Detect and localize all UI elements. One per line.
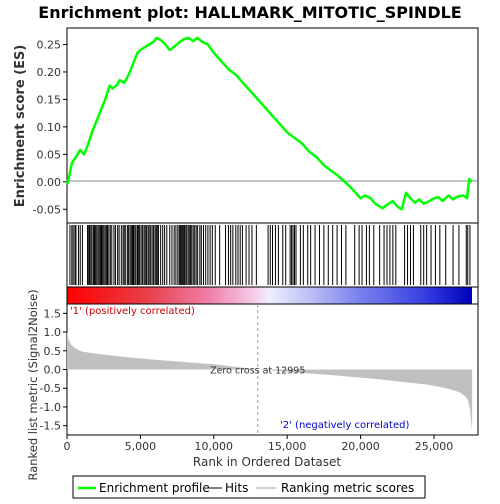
- x-tick-label: 5,000: [125, 440, 157, 453]
- es-y-tick-label: -0.05: [33, 203, 61, 216]
- es-y-axis: 0.25 0.20 0.15 0.10 0.05 0.00 -0.05: [33, 38, 67, 216]
- x-axis: 0 5,000 10,000 15,000 20,000 25,000: [64, 435, 454, 453]
- es-y-tick-label: 0.00: [37, 176, 62, 189]
- es-y-tick-label: 0.05: [37, 148, 62, 161]
- legend-es-label: Enrichment profile: [99, 481, 210, 495]
- x-axis-label: Rank in Ordered Dataset: [193, 455, 341, 469]
- es-panel-frame: [66, 27, 479, 224]
- metric-y-tick-label: -1.0: [40, 401, 61, 414]
- metric-y-tick-label: -1.5: [40, 420, 61, 433]
- chart-title: Enrichment plot: HALLMARK_MITOTIC_SPINDL…: [38, 3, 461, 22]
- metric-y-tick-label: 0.0: [44, 364, 62, 377]
- metric-y-axis: 1.5 1.0 0.5 0.0 -0.5 -1.0 -1.5: [40, 307, 67, 433]
- negative-correlation-label: '2' (negatively correlated): [280, 420, 409, 431]
- metric-y-axis-label: Ranked list metric (Signal2Noise): [26, 289, 40, 480]
- x-tick-label: 25,000: [415, 440, 454, 453]
- hit-marks: [69, 225, 471, 285]
- x-tick-label: 10,000: [195, 440, 234, 453]
- metric-y-tick-label: 1.5: [44, 307, 62, 320]
- metric-y-tick-label: 1.0: [44, 326, 62, 339]
- legend-metric-label: Ranking metric scores: [281, 481, 414, 495]
- x-tick-label: 20,000: [341, 440, 380, 453]
- legend-hits-label: Hits: [225, 481, 248, 495]
- es-y-axis-label: Enrichment score (ES): [13, 45, 28, 208]
- x-tick-label: 0: [64, 440, 71, 453]
- zero-cross-annotation: Zero cross at 12995: [210, 366, 305, 377]
- x-tick-label: 15,000: [268, 440, 307, 453]
- legend-box: [72, 475, 426, 499]
- metric-y-tick-label: 0.5: [44, 345, 62, 358]
- positive-correlation-label: '1' (positively correlated): [70, 306, 195, 317]
- metric-y-tick-label: -0.5: [40, 382, 61, 395]
- es-y-tick-label: 0.10: [37, 121, 62, 134]
- enrichment-profile-line: [65, 36, 473, 211]
- es-y-tick-label: 0.15: [37, 93, 62, 106]
- es-y-tick-label: 0.25: [37, 38, 62, 51]
- rank-color-bar: [67, 287, 472, 304]
- es-y-tick-label: 0.20: [37, 66, 62, 79]
